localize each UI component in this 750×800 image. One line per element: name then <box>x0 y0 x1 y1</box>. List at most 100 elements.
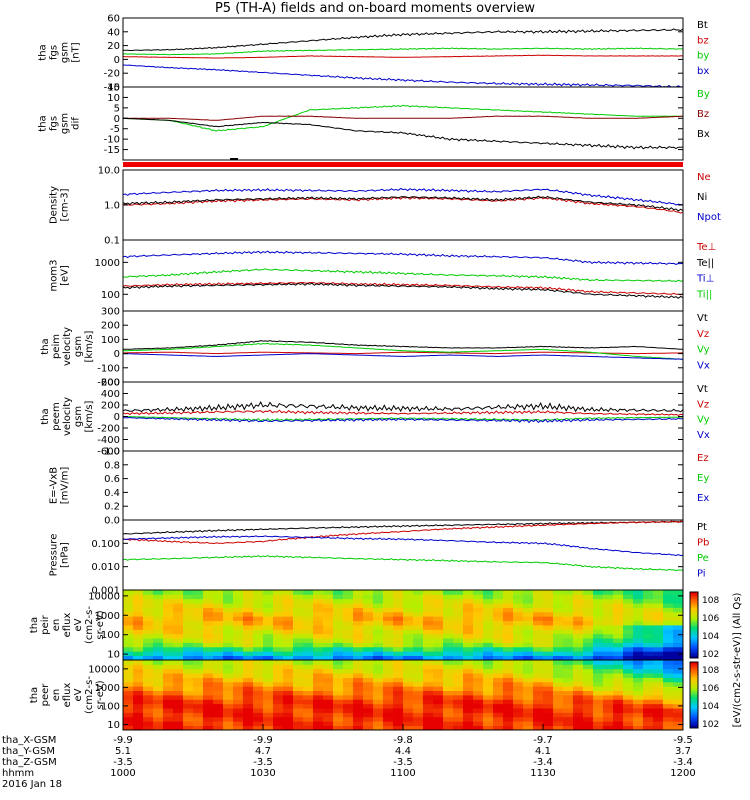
panel-10-heatmap-cell <box>483 716 494 722</box>
panel-9-heatmap-cell <box>183 655 194 661</box>
panel-9-heatmap-cell <box>363 616 374 622</box>
panel-2-legend-bz: Bz <box>697 109 709 120</box>
panel-9-heatmap-cell <box>493 642 504 648</box>
panel-9-heatmap-cell <box>623 594 634 600</box>
colorbar-cell <box>690 677 698 680</box>
panel-9-heatmap-cell <box>633 629 644 635</box>
panel-10-heatmap-cell <box>263 708 274 713</box>
panel-9-heatmap-cell <box>513 638 524 643</box>
panel-9-heatmap-cell <box>663 655 674 661</box>
panel-10-heatmap-cell <box>423 668 434 674</box>
panel-10-heatmap-cell <box>243 725 254 731</box>
panel-10-heatmap-cell <box>123 677 134 683</box>
panel-2-ytick-label: 15 <box>107 83 120 94</box>
panel-9-heatmap-cell <box>523 651 534 657</box>
panel-9-heatmap-cell <box>263 594 274 600</box>
panel-9-heatmap-cell <box>533 625 544 630</box>
panel-10-heatmap-cell <box>233 725 244 731</box>
panel-9-heatmap-cell <box>533 603 544 608</box>
panel-9-heatmap-cell <box>143 603 154 608</box>
panel-9-heatmap-cell <box>213 629 224 635</box>
colorbar-cell <box>690 714 698 718</box>
panel-10-heatmap-cell <box>153 677 164 683</box>
panel-10-heatmap-cell <box>273 725 284 731</box>
panel-9-heatmap-cell <box>263 598 274 604</box>
panel-10-heatmap-cell <box>223 690 234 696</box>
colorbar-cell <box>690 607 698 610</box>
colorbar-cell <box>690 642 698 646</box>
panel-10-heatmap-cell <box>263 668 274 674</box>
panel-9-heatmap-cell <box>393 642 404 648</box>
panel-9-heatmap-cell <box>493 638 504 643</box>
panel-9-heatmap-cell <box>493 594 504 600</box>
panel-9-heatmap-cell <box>273 620 284 626</box>
panel-4-series-te|| <box>122 282 684 299</box>
panel-4-legend-te⊥: Te⊥ <box>696 242 716 253</box>
panel-10-heatmap-cell <box>423 716 434 722</box>
panel-9-heatmap-cell <box>583 611 594 617</box>
panel-10-heatmap-cell <box>173 716 184 722</box>
panel-10-heatmap-cell <box>353 681 364 687</box>
panel-9-heatmap-cell <box>323 590 334 595</box>
panel-10-heatmap-cell <box>403 681 414 687</box>
panel-9-heatmap-cell <box>493 633 504 639</box>
panel-10-heatmap-cell <box>663 677 674 683</box>
panel-9-heatmap-cell <box>233 607 244 613</box>
panel-10-heatmap-cell <box>223 703 234 709</box>
panel-9-heatmap-cell <box>343 655 354 661</box>
panel-9-heatmap-cell <box>343 611 354 617</box>
panel-9-heatmap-cell <box>243 642 254 648</box>
colorbar-cell <box>690 614 698 617</box>
panel-9-heatmap-cell <box>433 616 444 622</box>
panel-10-heatmap-cell <box>513 695 524 700</box>
panel-10-heatmap-cell <box>263 703 274 709</box>
panel-9-heatmap-cell <box>233 655 244 661</box>
panel-10-heatmap-cell <box>123 681 134 687</box>
panel-10-heatmap-cell <box>193 708 204 713</box>
panel-10-heatmap-cell <box>603 699 614 705</box>
panel-10-heatmap-cell <box>673 677 684 683</box>
colorbar-cell <box>690 695 698 698</box>
panel-9-heatmap-cell <box>623 646 634 652</box>
panel-10-heatmap-cell <box>243 716 254 722</box>
panel-10-heatmap-cell <box>463 703 474 709</box>
panel-10-heatmap-cell <box>333 725 344 731</box>
panel-10-heatmap-cell <box>443 686 454 692</box>
panel-10-heatmap-cell <box>503 708 514 713</box>
xaxis-value: 1200 <box>670 768 695 779</box>
panel-10-heatmap-cell <box>613 668 624 674</box>
panel-3-legend-npot: Npot <box>697 212 721 223</box>
panel-10-heatmap-cell <box>593 721 604 727</box>
colorbar-tick-label: 104 <box>702 702 719 712</box>
panel-9-heatmap-cell <box>283 625 294 630</box>
panel-9-heatmap-cell <box>193 611 204 617</box>
panel-10-heatmap-cell <box>143 660 154 665</box>
panel-10-heatmap-cell <box>373 725 384 731</box>
panel-9-heatmap-cell <box>223 616 234 622</box>
panel-10-heatmap-cell <box>603 690 614 696</box>
panel-10-heatmap-cell <box>203 721 214 727</box>
panel-9-heatmap-cell <box>543 594 554 600</box>
colorbar-cell <box>690 684 698 687</box>
panel-9-heatmap-cell <box>563 646 574 652</box>
panel-9-heatmap-cell <box>203 607 214 613</box>
colorbar-cell <box>690 670 698 674</box>
panel-10-heatmap-cell <box>403 668 414 674</box>
panel-9-heatmap-cell <box>673 598 684 604</box>
panel-10-heatmap-cell <box>633 695 644 700</box>
panel-1-series-bt <box>122 28 684 51</box>
panel-10-heatmap-cell <box>463 699 474 705</box>
panel-10-heatmap-cell <box>313 677 324 683</box>
panel-9-heatmap-cell <box>253 629 264 635</box>
colorbar-tick-label: 106 <box>702 684 719 694</box>
panel-9-heatmap-cell <box>573 655 584 661</box>
panel-9-heatmap-cell <box>673 607 684 613</box>
panel-9-heatmap-cell <box>573 638 584 643</box>
panel-10-heatmap-cell <box>673 721 684 727</box>
panel-10-heatmap-cell <box>603 721 614 727</box>
panel-9-heatmap-cell <box>263 655 274 661</box>
panel-9-heatmap-cell <box>483 594 494 600</box>
panel-9-heatmap-cell <box>573 607 584 613</box>
panel-9-heatmap-cell <box>513 625 524 630</box>
xaxis-value: 4.1 <box>535 746 551 757</box>
